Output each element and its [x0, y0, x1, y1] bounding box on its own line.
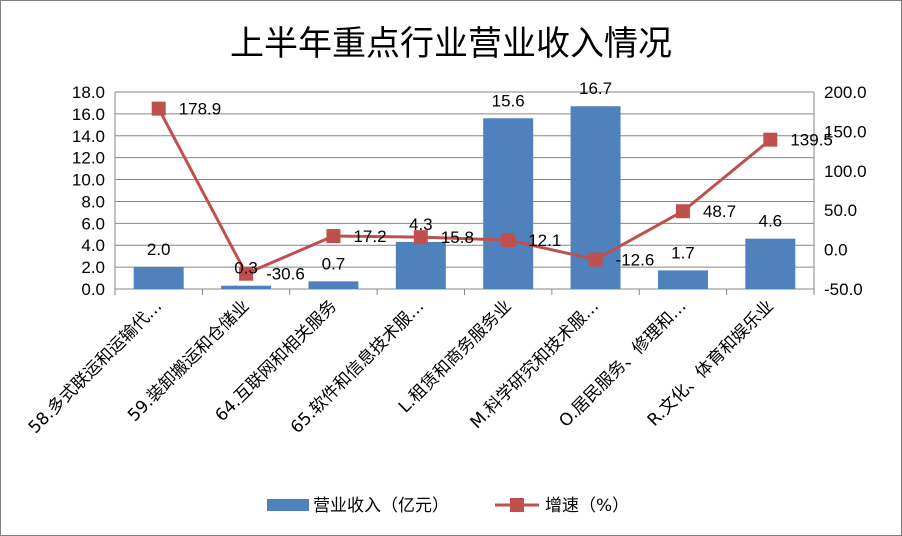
- line-data-label: 178.9: [179, 100, 222, 119]
- bar-data-label: 2.0: [147, 240, 171, 259]
- bar-data-label: 16.7: [579, 79, 612, 98]
- legend-label: 增速（%）: [545, 496, 629, 516]
- legend-swatch-marker: [510, 498, 524, 512]
- legend: 营业收入（亿元） 增速（%）: [267, 496, 629, 516]
- bar: [221, 285, 272, 289]
- line-data-label: 139.5: [790, 131, 833, 150]
- line-point: [675, 204, 690, 219]
- line-data-label: 48.7: [703, 202, 736, 221]
- bar-series: [133, 106, 796, 290]
- left-tick-label: 6.0: [81, 214, 105, 233]
- line-point: [763, 132, 778, 147]
- line-data-label: 17.2: [353, 227, 386, 246]
- left-tick-label: 2.0: [81, 258, 105, 277]
- right-tick-label: 100.0: [824, 162, 867, 181]
- bar: [657, 270, 708, 289]
- bar: [483, 118, 534, 290]
- left-tick-label: 16.0: [72, 105, 105, 124]
- line-point: [501, 233, 516, 248]
- bar: [308, 281, 359, 289]
- right-tick-label: 0.0: [824, 241, 848, 260]
- left-tick-label: 8.0: [81, 192, 105, 211]
- left-tick-label: 4.0: [81, 236, 105, 255]
- line-point: [151, 101, 166, 116]
- line-point: [588, 252, 603, 267]
- bar: [133, 267, 184, 289]
- left-tick-label: 12.0: [72, 149, 105, 168]
- bar-data-label: 1.7: [671, 243, 695, 262]
- line-point: [413, 230, 428, 245]
- chart-title: 上半年重点行业营业收入情况: [230, 24, 672, 64]
- bar-data-label: 4.3: [409, 215, 433, 234]
- left-tick-label: 14.0: [72, 127, 105, 146]
- bar-data-label: 15.6: [492, 91, 525, 110]
- bar-data-label: 0.7: [322, 254, 346, 273]
- bar-data-label: 0.3: [234, 259, 258, 278]
- right-tick-label: -50.0: [824, 280, 863, 299]
- left-tick-label: 10.0: [72, 171, 105, 190]
- bar: [745, 238, 796, 289]
- line-data-label: 15.8: [441, 228, 474, 247]
- left-tick-label: 0.0: [81, 280, 105, 299]
- bar-data-label: 4.6: [758, 212, 782, 231]
- legend-swatch-bar: [267, 499, 309, 511]
- line-data-label: 12.1: [528, 231, 561, 250]
- bar: [395, 241, 446, 289]
- data-labels: 2.0 0.3 0.7 4.3 15.6 16.7 1.7 4.6 178.9 -30.6 17.2…: [147, 79, 833, 283]
- left-tick-label: 18.0: [72, 83, 105, 102]
- line-point: [239, 266, 254, 281]
- right-tick-label: 150.0: [824, 122, 867, 141]
- legend-label: 营业收入（亿元）: [313, 496, 449, 516]
- line-data-label: -30.6: [266, 265, 305, 284]
- right-tick-label: 50.0: [824, 201, 857, 220]
- line-path: [157, 107, 772, 276]
- category-labels: 58.多式联运和运输代…59.装卸搬运和仓储业64.互联网和相关服务65.软件和…: [25, 296, 778, 437]
- right-tick-label: 200.0: [824, 83, 867, 102]
- line-series: [151, 101, 778, 281]
- line-point: [326, 229, 341, 244]
- line-data-label: -12.6: [616, 251, 655, 270]
